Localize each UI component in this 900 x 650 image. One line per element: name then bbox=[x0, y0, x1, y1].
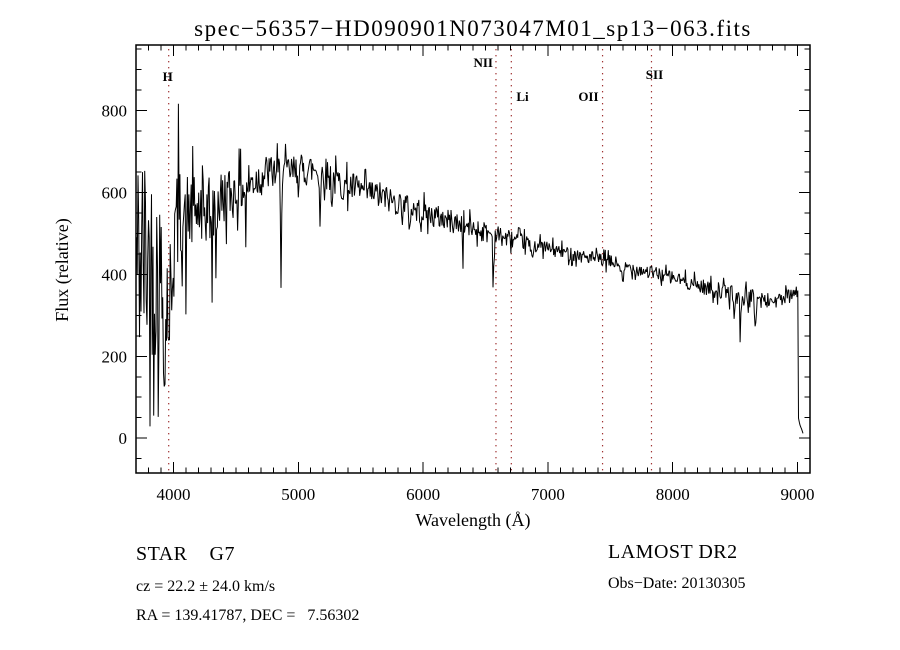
x-tick-label: 4000 bbox=[156, 485, 190, 504]
spectral-line-label-NII: NII bbox=[473, 55, 493, 70]
spectral-line-label-OII: OII bbox=[578, 89, 598, 104]
spectrum-trace bbox=[136, 103, 804, 434]
object-class-label: STAR G7 bbox=[136, 543, 235, 565]
axis-ticks: 4000 5000 6000 7000 8000 9000 0 200 400 600 800 bbox=[102, 45, 815, 504]
y-tick-label: 800 bbox=[102, 102, 128, 121]
y-tick-label: 200 bbox=[102, 347, 128, 366]
x-axis-label: Wavelength (Å) bbox=[415, 510, 530, 531]
y-tick-label: 0 bbox=[119, 429, 128, 448]
x-tick-label: 6000 bbox=[406, 485, 440, 504]
survey-label: LAMOST DR2 bbox=[608, 541, 738, 563]
x-tick-label: 7000 bbox=[531, 485, 565, 504]
y-tick-label: 600 bbox=[102, 183, 128, 202]
x-tick-label: 5000 bbox=[281, 485, 315, 504]
spectral-line-label-Li: Li bbox=[516, 89, 529, 104]
x-tick-label: 8000 bbox=[656, 485, 690, 504]
y-tick-label: 400 bbox=[102, 265, 128, 284]
x-tick-label: 9000 bbox=[781, 485, 815, 504]
plot-border bbox=[135, 44, 811, 474]
spectrum-trace-group bbox=[136, 103, 804, 434]
cz-value: cz = 22.2 ± 24.0 km/s bbox=[136, 578, 275, 595]
ra-dec-value: RA = 139.41787, DEC = 7.56302 bbox=[136, 607, 359, 624]
spectral-line-markers: H NII Li OII SII bbox=[163, 49, 663, 471]
spectral-line-label-SII: SII bbox=[646, 67, 663, 82]
chart-title: spec−56357−HD090901N073047M01_sp13−063.f… bbox=[194, 16, 752, 41]
obs-date: Obs−Date: 20130305 bbox=[608, 575, 745, 592]
y-axis-label: Flux (relative) bbox=[52, 218, 73, 321]
spectral-line-label-H: H bbox=[163, 69, 173, 84]
